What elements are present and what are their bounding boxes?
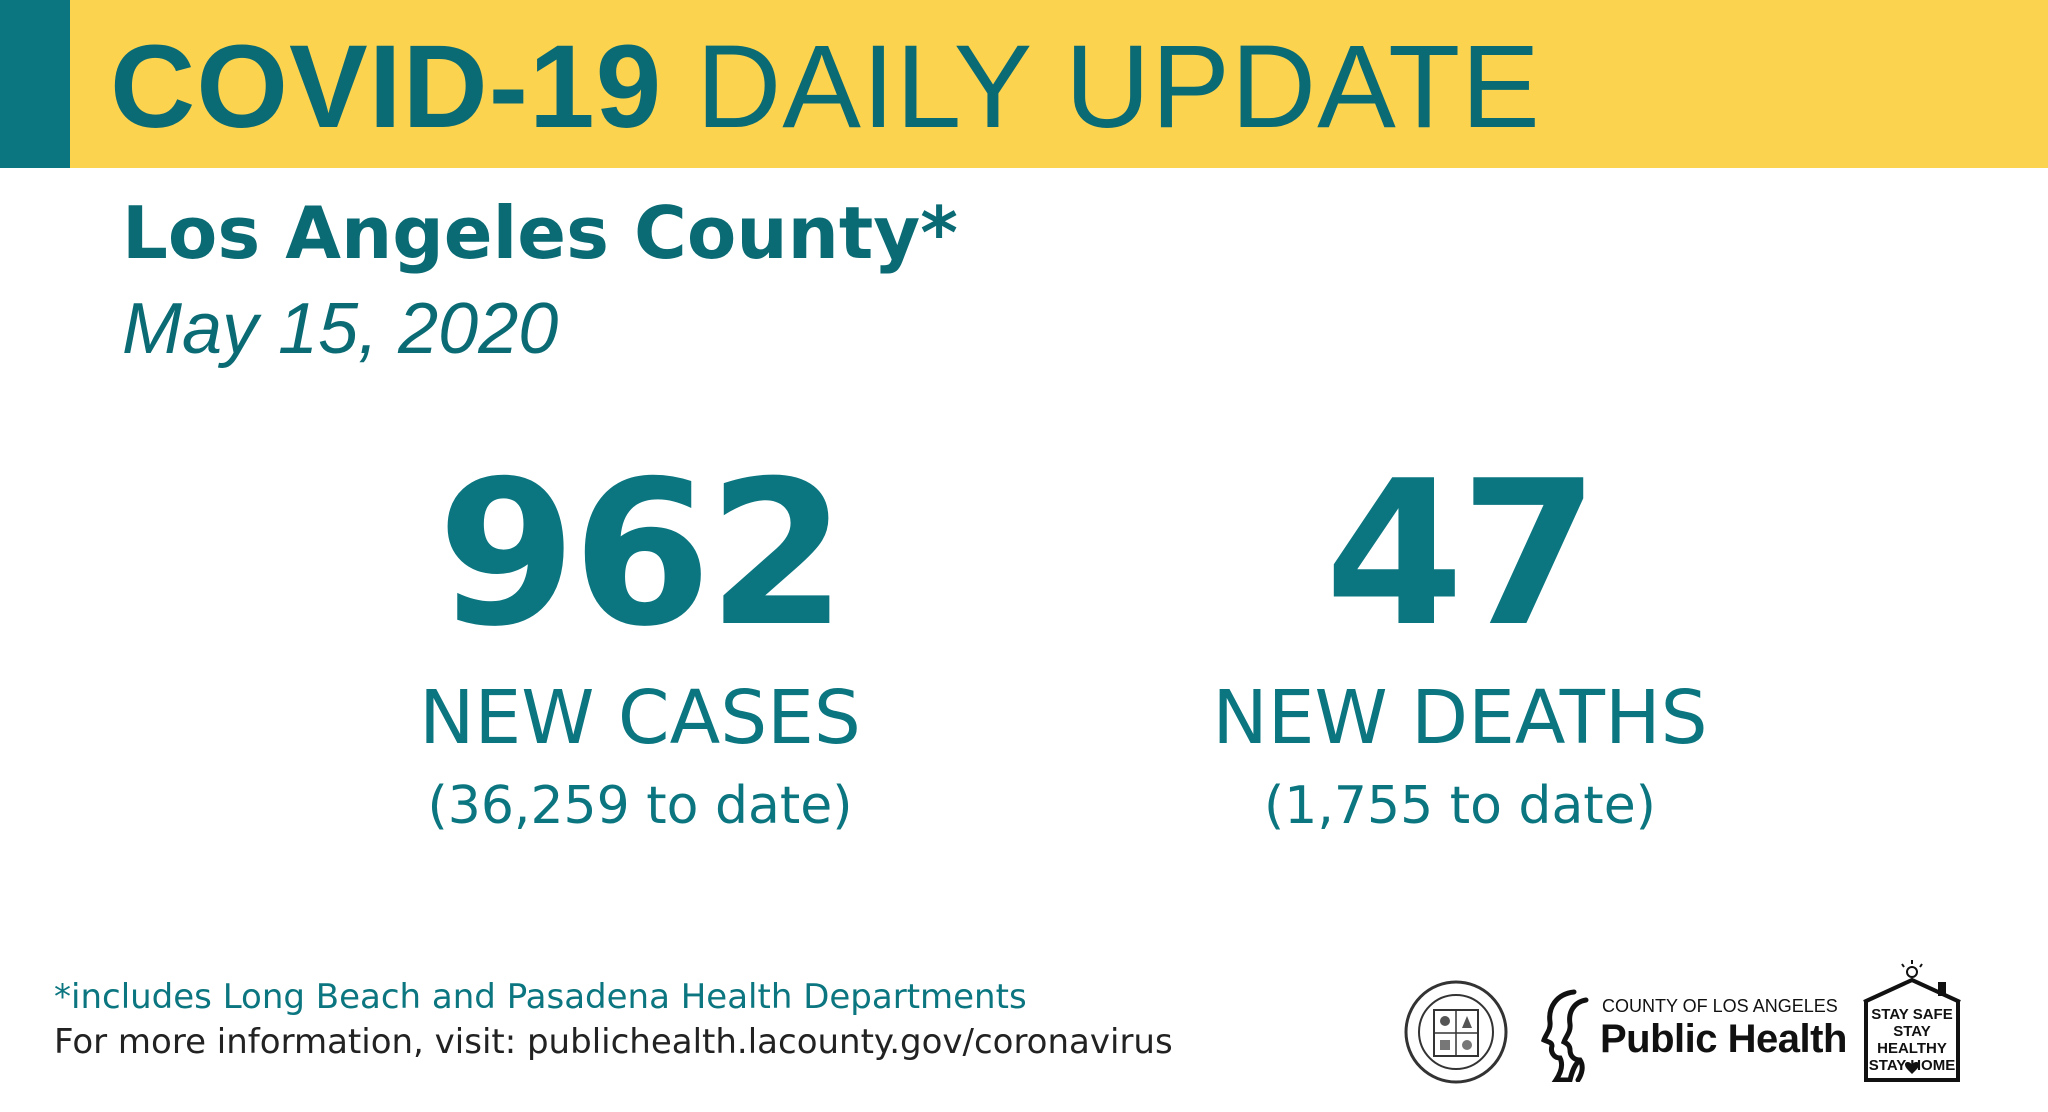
county-seal-icon [1404,980,1508,1084]
cases-to-date: (36,259 to date) [427,776,853,836]
new-cases-stat: 962 NEW CASES (36,259 to date) [340,440,940,846]
banner-title-bold: COVID-19 [110,21,663,153]
public-health-top-line: COUNTY OF LOS ANGELES [1602,996,1838,1016]
banner-accent-stripe [0,0,70,168]
public-health-main-line: Public Health [1600,1017,1847,1061]
stay-safe-logo: STAY SAFE STAY HEALTHY STAY HOME [1858,958,1966,1086]
county-heading: Los Angeles County* [122,191,958,275]
new-deaths-number: 47 [1324,438,1599,671]
deaths-to-date: (1,755 to date) [1264,776,1656,836]
new-cases-number: 962 [437,438,846,671]
new-deaths-stat: 47 NEW DEATHS (1,755 to date) [1160,440,1760,846]
stay-healthy-line: STAY HEALTHY [1877,1023,1947,1057]
banner-title: COVID-19 DAILY UPDATE [110,22,1541,152]
more-info-text: For more information, visit: publichealt… [54,1022,1173,1062]
new-deaths-label: NEW DEATHS [1212,675,1708,761]
stay-safe-line: STAY SAFE [1871,1006,1953,1023]
banner-title-rest: DAILY UPDATE [696,21,1541,153]
footnote: *includes Long Beach and Pasadena Health… [54,977,1027,1017]
stay-safe-text: STAY SAFE STAY HEALTHY STAY HOME [1866,1006,1958,1074]
new-cases-label: NEW CASES [419,675,861,761]
public-health-logo: COUNTY OF LOS ANGELES Public Health [1534,986,1847,1082]
header-banner: COVID-19 DAILY UPDATE [0,0,2048,168]
report-date: May 15, 2020 [122,289,559,369]
stay-home-line: STAY HOME [1868,1057,1956,1074]
